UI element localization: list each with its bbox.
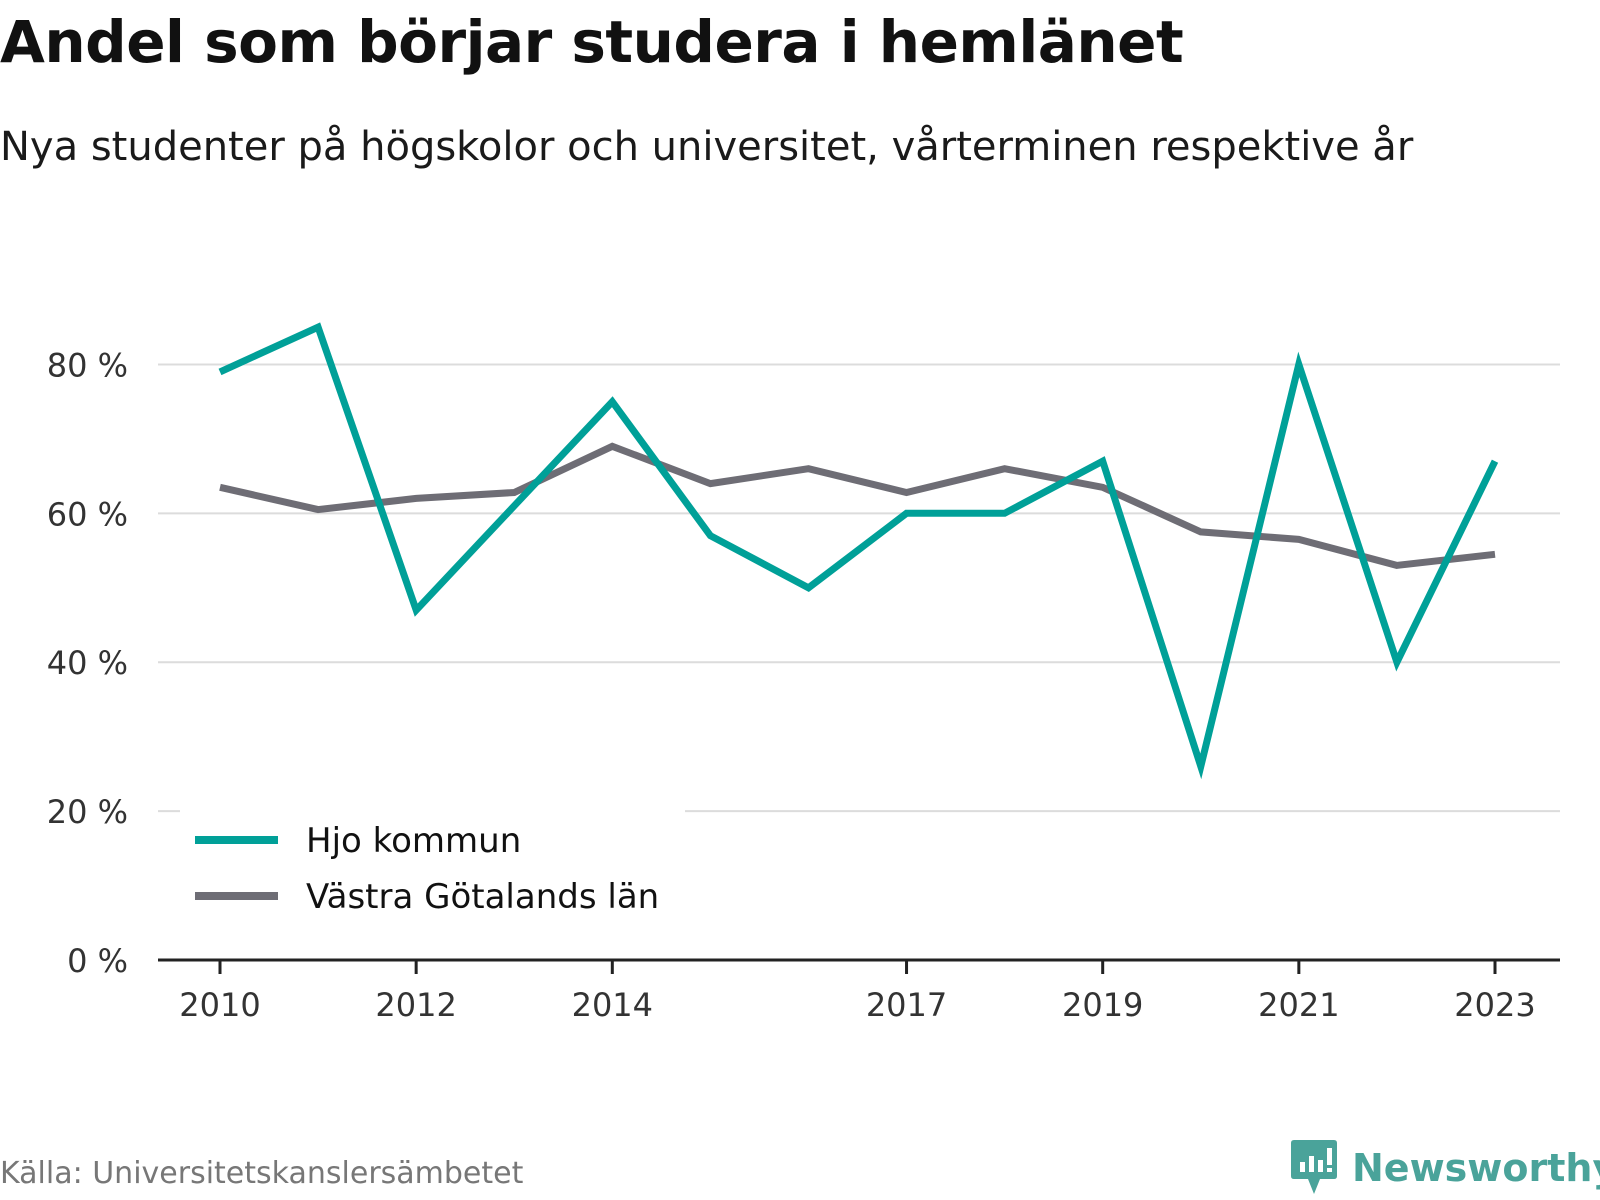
y-tick-label: 40 % [47, 644, 128, 682]
series [218, 322, 1499, 780]
x-tick-label: 2019 [1062, 986, 1143, 1024]
y-tick-label: 20 % [47, 793, 128, 831]
y-tick-label: 60 % [47, 495, 128, 533]
series-line [218, 322, 1499, 780]
x-tick-label: 2014 [572, 986, 653, 1024]
x-tick-label: 2010 [179, 986, 260, 1024]
brand-name: Newsworthy [1352, 1146, 1600, 1190]
x-tick-label: 2012 [375, 986, 456, 1024]
legend-label: Västra Götalands län [306, 877, 659, 917]
x-tick-label: 2023 [1454, 986, 1535, 1024]
legend-background [180, 810, 685, 940]
source-note: Källa: Universitetskanslersämbetet [0, 1156, 524, 1191]
gridlines [158, 363, 1560, 813]
legend: Hjo kommun Västra Götalands län [180, 810, 685, 940]
chart-subtitle: Nya studenter på högskolor och universit… [0, 124, 1414, 170]
axes: 0 % 20 % 40 % 60 % 80 % 2010 2012 2014 2017 2019 2… [47, 346, 1560, 1024]
brand-logo: Newsworthy [1290, 1138, 1600, 1198]
x-tick-label: 2017 [866, 986, 947, 1024]
newsworthy-logo-icon [1291, 1140, 1337, 1194]
x-tick-label: 2021 [1258, 986, 1339, 1024]
series-line [219, 442, 1496, 569]
y-tick-label: 0 % [67, 942, 128, 980]
y-tick-label: 80 % [47, 346, 128, 384]
chart-title: Andel som börjar studera i hemlänet [0, 8, 1184, 76]
legend-label: Hjo kommun [306, 821, 521, 861]
